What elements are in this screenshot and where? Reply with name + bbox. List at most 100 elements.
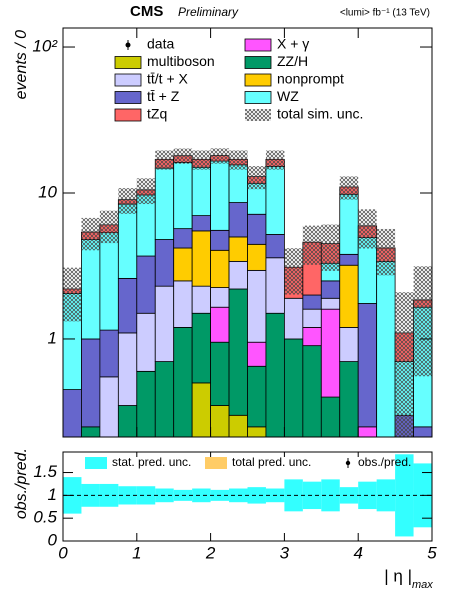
ratio-stat-band [192, 488, 211, 503]
ratio-stat-band [284, 479, 303, 512]
legend-label: nonprompt [277, 71, 344, 87]
bar-segment [117, 332, 138, 406]
bar-segment [136, 312, 156, 372]
bar-segment [210, 229, 230, 251]
bar-segment [136, 370, 156, 437]
legend-label: total pred. unc. [232, 455, 311, 469]
legend-label: data [147, 36, 174, 52]
uncertainty-band [63, 267, 82, 322]
bar-segment [81, 239, 101, 340]
bar-segment [173, 280, 193, 328]
uncertainty-band [99, 210, 119, 244]
legend-swatch [244, 38, 272, 52]
bar-segment [302, 294, 322, 310]
ratio-stat-band [302, 481, 322, 510]
bar-segment [99, 232, 119, 331]
bar-segment [247, 341, 267, 367]
bar-segment [339, 193, 359, 255]
ratio-y-tick-label: 1.5 [33, 462, 57, 481]
bar-segment [136, 255, 156, 314]
bar-segment [191, 230, 211, 287]
legend-swatch [114, 56, 142, 69]
legend-label: multiboson [147, 53, 215, 69]
main-plot [63, 148, 432, 447]
legend-label: obs./pred. [358, 455, 411, 469]
bar-segment [210, 287, 230, 308]
x-tick-label: 1 [132, 543, 141, 562]
bar-segment [320, 280, 341, 299]
x-tick-label: 2 [205, 543, 216, 562]
y-tick-label: 1 [48, 328, 57, 347]
bar-segment [117, 405, 138, 437]
uncertainty-band [192, 150, 211, 170]
bar-segment [247, 243, 267, 271]
ratio-y-tick-label: 0.5 [33, 508, 57, 527]
bar-segment [320, 396, 341, 437]
bar-segment [191, 215, 211, 232]
bar-segment [81, 338, 101, 428]
bar-segment [228, 288, 248, 416]
uncertainty-band [155, 150, 174, 170]
bar-segment [320, 297, 341, 310]
ratio-y-tick-label: 0 [48, 530, 58, 549]
bar-segment [173, 228, 193, 249]
uncertainty-band [376, 228, 396, 276]
uncertainty-band [395, 292, 414, 437]
bar-segment [265, 166, 285, 235]
lumi: <lumi> fb⁻¹ (13 TeV) [340, 8, 430, 19]
uncertainty-band [265, 150, 285, 170]
bar-segment [154, 285, 175, 362]
legend-label: WZ [277, 88, 299, 104]
plot-frame [62, 27, 433, 438]
bar-segment [210, 249, 230, 288]
bar-segment [154, 361, 175, 437]
uncertainty-band [302, 225, 322, 265]
x-axis-label: | η | [384, 566, 412, 585]
legend-swatch [245, 109, 271, 121]
x-tick-label: 3 [280, 543, 290, 562]
bar-segment [173, 327, 193, 437]
legend-label: stat. pred. unc. [112, 455, 191, 469]
bar-segment [339, 327, 359, 362]
bar-segment [247, 213, 267, 245]
uncertainty-band [173, 148, 193, 164]
bar-segment [228, 202, 248, 238]
uncertainty-band [339, 176, 359, 200]
bar-segment [173, 162, 193, 230]
bar-segment [210, 405, 230, 437]
bar-segment [320, 308, 341, 398]
uncertainty-band [136, 178, 156, 205]
legend-swatch [85, 457, 107, 469]
bar-segment [283, 297, 304, 340]
bar-segment [154, 239, 175, 287]
bar-segment [302, 327, 322, 347]
bar-segment [302, 308, 322, 328]
y-tick-label: 10² [32, 37, 58, 56]
header: CMS [130, 3, 163, 20]
bar-segment [136, 194, 156, 257]
legend-label: X + γ [277, 36, 309, 52]
bar-segment [154, 167, 175, 240]
bar-segment [117, 277, 138, 334]
legend-label: tZq [147, 106, 167, 122]
bar-segment [210, 160, 230, 231]
legend-label: ZZ/H [277, 53, 308, 69]
bar-segment [228, 414, 248, 437]
uncertainty-band [210, 148, 230, 164]
ratio-frame [62, 451, 433, 542]
legend-label: tt̄/t + X [147, 71, 189, 87]
uncertainty-band [81, 217, 100, 251]
legend-swatch [114, 73, 142, 87]
bar-segment [283, 338, 304, 437]
ratio-y-axis-label: obs./pred. [13, 448, 30, 519]
bar-segment [266, 441, 284, 447]
bar-segment [173, 247, 193, 282]
bar-segment [117, 203, 138, 279]
bar-segment [99, 376, 119, 437]
legend-swatch [244, 91, 272, 104]
ratio-stat-band [81, 483, 100, 507]
legend-label: total sim. unc. [277, 106, 363, 122]
